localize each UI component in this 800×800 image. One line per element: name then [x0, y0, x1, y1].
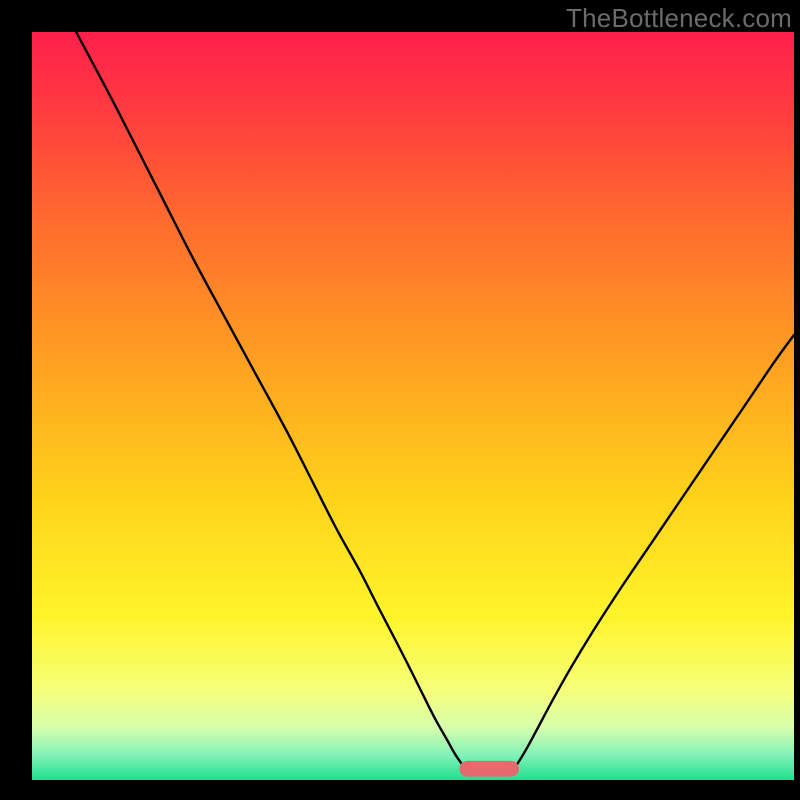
bottleneck-chart	[0, 0, 800, 800]
plot-background	[32, 32, 794, 780]
watermark-text: TheBottleneck.com	[566, 3, 792, 34]
chart-frame: TheBottleneck.com	[0, 0, 800, 800]
optimal-marker	[459, 761, 518, 777]
